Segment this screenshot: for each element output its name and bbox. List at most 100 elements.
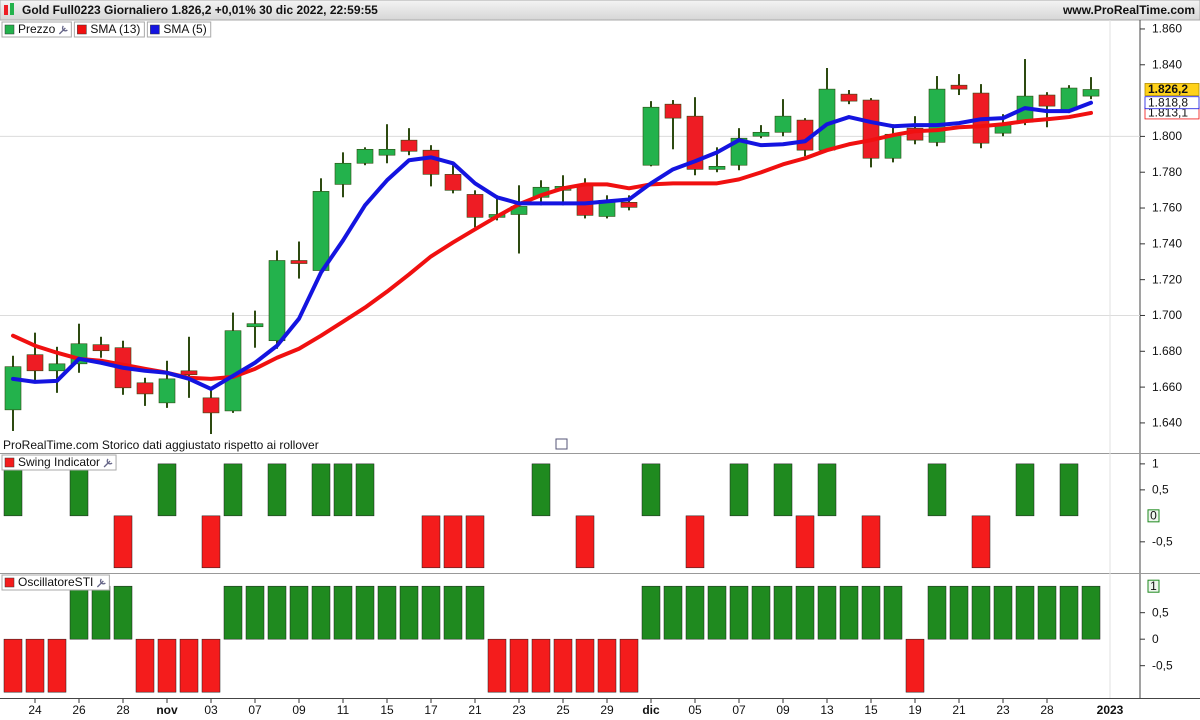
indicator-bar	[619, 638, 639, 693]
x-tick-label: 07	[732, 703, 746, 717]
x-tick-label: 29	[600, 703, 614, 717]
x-tick-label: 03	[204, 703, 218, 717]
wrench-icon	[96, 578, 106, 588]
candle-body	[928, 88, 946, 143]
y-tick-label: 1.680	[1152, 344, 1182, 358]
indicator-bar	[47, 638, 67, 693]
indicator-bar	[817, 463, 837, 517]
indicator-bar	[267, 585, 287, 640]
legend-chip	[1, 574, 110, 591]
legend-label: OscillatoreSTI	[18, 575, 93, 589]
candle-body	[576, 184, 594, 216]
indicator-bar	[795, 515, 815, 569]
small-icon	[555, 438, 568, 450]
legend-label: SMA (5)	[163, 22, 206, 36]
indicator-bar	[883, 585, 903, 640]
header-icon	[10, 3, 14, 15]
candle-body	[422, 149, 440, 175]
indicator-bar	[201, 515, 221, 569]
candle-body	[202, 397, 220, 414]
x-tick-label: 17	[424, 703, 438, 717]
marks	[3, 59, 1101, 693]
candle-body	[686, 115, 704, 170]
indicator-bar	[971, 515, 991, 569]
y-tick-label: 1.720	[1152, 272, 1182, 286]
indicator-bar	[113, 515, 133, 569]
indicator-bar	[905, 638, 925, 693]
y-tick-label: 1.780	[1152, 165, 1182, 179]
indicator-bar	[663, 585, 683, 640]
candle-body	[1082, 89, 1100, 97]
indicator-bar	[575, 515, 595, 569]
legend-chip	[1, 454, 117, 471]
x-tick-label: 23	[996, 703, 1010, 717]
indicator-bar	[861, 515, 881, 569]
indicator-bar	[729, 463, 749, 517]
y-tick-label: 0,5	[1152, 605, 1169, 619]
x-tick-label: 28	[116, 703, 130, 717]
y-tick-label: 1.740	[1152, 237, 1182, 251]
x-tick-label: 05	[688, 703, 702, 717]
indicator-bar	[91, 585, 111, 640]
last-value-box	[1144, 83, 1200, 96]
indicator-bar	[3, 463, 23, 517]
candle-body	[26, 354, 44, 372]
indicator-bar	[465, 515, 485, 569]
candle-body	[950, 84, 968, 90]
candle-body	[246, 323, 264, 328]
indicator-bar	[267, 463, 287, 517]
sma-line	[11, 100, 1093, 391]
candle-body	[158, 378, 176, 404]
candle-body	[444, 174, 462, 191]
candle-body	[290, 260, 308, 264]
last-value-box	[1144, 96, 1200, 110]
indicator-bar	[817, 585, 837, 640]
x-tick-label: dic	[642, 703, 660, 717]
x-tick-label: 15	[380, 703, 394, 717]
candle-body	[1038, 94, 1056, 107]
y-tick-label: 1.660	[1152, 380, 1182, 394]
x-tick-label: nov	[156, 703, 178, 717]
indicator-bar	[245, 585, 265, 640]
indicator-bar	[685, 515, 705, 569]
candle-body	[312, 191, 330, 271]
candle-body	[840, 93, 858, 102]
indicator-bar	[157, 463, 177, 517]
candle-body	[48, 363, 66, 372]
candle-body	[1060, 87, 1078, 111]
indicator-bar	[531, 638, 551, 693]
x-end-label: 2023	[1097, 703, 1124, 717]
candle-body	[752, 131, 770, 137]
legend-swatch	[4, 457, 15, 468]
x-tick-label: 23	[512, 703, 526, 717]
indicator-bar	[333, 585, 353, 640]
y-tick-label: 1.800	[1152, 129, 1182, 143]
grid	[0, 20, 1140, 698]
candle-body	[268, 260, 286, 342]
x-tick-label: 21	[468, 703, 482, 717]
legend-label: Prezzo	[18, 22, 56, 36]
indicator-bar	[69, 585, 89, 640]
wrench-icon	[103, 458, 113, 468]
candle-body	[400, 139, 418, 152]
legend-swatch	[4, 577, 15, 588]
last-value-label: 1.826,2	[1148, 82, 1188, 96]
indicator-bar	[377, 585, 397, 640]
indicator-bar	[3, 638, 23, 693]
legend-chip	[146, 21, 212, 38]
legend-swatch	[77, 24, 87, 35]
indicator-bar	[355, 585, 375, 640]
x-tick-label: 09	[292, 703, 306, 717]
indicator-bar	[311, 585, 331, 640]
y-tick-label: 1.760	[1152, 201, 1182, 215]
legend-swatch	[4, 24, 15, 35]
indicator-bar	[333, 463, 353, 517]
indicator-bar	[861, 585, 881, 640]
x-tick-label: 15	[864, 703, 878, 717]
x-tick-label: 13	[820, 703, 834, 717]
x-tick-label: 25	[556, 703, 570, 717]
indicator-bar	[949, 585, 969, 640]
header-title: Gold Full0223 Giornaliero 1.826,2 +0,01%…	[22, 3, 378, 17]
candle-body	[664, 103, 682, 119]
indicator-bar	[1015, 463, 1035, 517]
